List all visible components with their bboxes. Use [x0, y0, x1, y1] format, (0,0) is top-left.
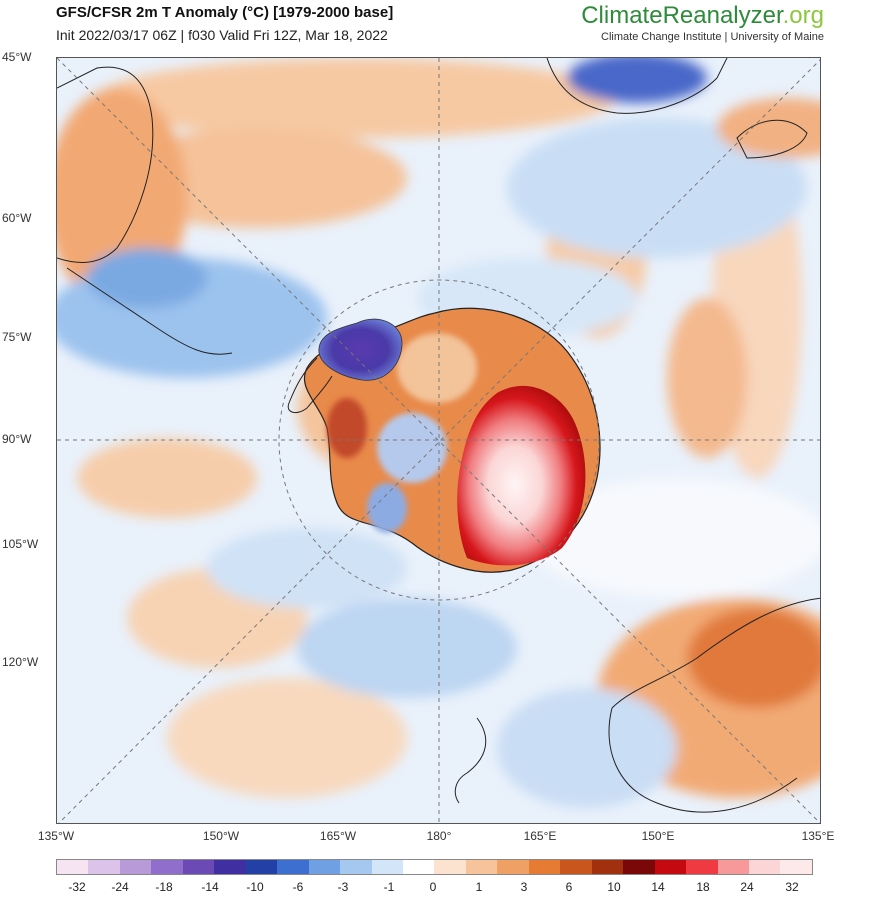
colorbar-swatch — [340, 860, 372, 874]
colorbar-label: 3 — [520, 880, 528, 894]
anomaly-map[interactable] — [56, 57, 821, 824]
lon-label-165w: 165°W — [319, 829, 357, 843]
colorbar-swatch — [402, 860, 435, 874]
colorbar-label: 24 — [740, 880, 754, 894]
colorbar-swatch — [151, 860, 183, 874]
lat-label-60w: 60°W — [2, 211, 32, 225]
brand-domain: .org — [782, 2, 824, 29]
colorbar-swatch — [623, 860, 655, 874]
lon-label-180: 180° — [426, 829, 452, 843]
colorbar-swatch — [748, 860, 781, 874]
colorbar — [56, 859, 813, 875]
colorbar-swatch — [528, 860, 561, 874]
colorbar-swatch — [780, 860, 812, 874]
map-title: GFS/CFSR 2m T Anomaly (°C) [1979-2000 ba… — [56, 4, 394, 21]
brand-logo[interactable]: ClimateReanalyzer.org — [581, 2, 824, 30]
colorbar-swatch — [88, 860, 120, 874]
lon-label-135w: 135°W — [37, 829, 75, 843]
lat-label-45w: 45°W — [2, 50, 32, 64]
lon-label-165e: 165°E — [523, 829, 557, 843]
lat-label-90w: 90°W — [2, 432, 32, 446]
colorbar-swatch — [245, 860, 278, 874]
colorbar-label: -14 — [201, 880, 219, 894]
colorbar-label: -1 — [383, 880, 395, 894]
map-subtitle: Init 2022/03/17 06Z | f030 Valid Fri 12Z… — [56, 27, 388, 43]
colorbar-label: 18 — [696, 880, 710, 894]
colorbar-swatch — [686, 860, 718, 874]
colorbar-swatch — [465, 860, 498, 874]
colorbar-swatch — [308, 860, 341, 874]
brand-tagline: Climate Change Institute | University of… — [601, 31, 824, 43]
colorbar-label: -18 — [155, 880, 173, 894]
colorbar-label: -10 — [246, 880, 264, 894]
lat-label-120w: 120°W — [2, 655, 39, 669]
lat-label-75w: 75°W — [2, 330, 32, 344]
colorbar-swatch — [57, 860, 89, 874]
colorbar-label: -32 — [68, 880, 86, 894]
colorbar-label: 32 — [785, 880, 799, 894]
lon-label-150w: 150°W — [202, 829, 240, 843]
colorbar-swatch — [277, 860, 309, 874]
colorbar-label: 14 — [651, 880, 665, 894]
colorbar-swatch — [654, 860, 687, 874]
coastlines — [57, 58, 820, 813]
colorbar-label: 1 — [475, 880, 483, 894]
colorbar-swatch — [717, 860, 749, 874]
colorbar-label: -6 — [292, 880, 304, 894]
colorbar-label: 6 — [565, 880, 573, 894]
graticule — [57, 58, 820, 823]
lon-label-135e: 135°E — [801, 829, 835, 843]
colorbar-swatch — [182, 860, 215, 874]
lon-label-150e: 150°E — [641, 829, 675, 843]
colorbar-label: 0 — [429, 880, 437, 894]
colorbar-label: -3 — [337, 880, 349, 894]
brand-name: ClimateReanalyzer — [581, 2, 783, 29]
colorbar-swatch — [497, 860, 529, 874]
colorbar-swatch — [434, 860, 466, 874]
colorbar-swatch — [591, 860, 624, 874]
anomaly-map-graphic — [57, 58, 820, 823]
colorbar-swatch — [371, 860, 403, 874]
colorbar-label: -24 — [111, 880, 129, 894]
colorbar-swatch — [119, 860, 152, 874]
colorbar-label: 10 — [607, 880, 621, 894]
colorbar-swatch — [214, 860, 246, 874]
colorbar-swatch — [560, 860, 592, 874]
lat-label-105w: 105°W — [2, 537, 39, 551]
